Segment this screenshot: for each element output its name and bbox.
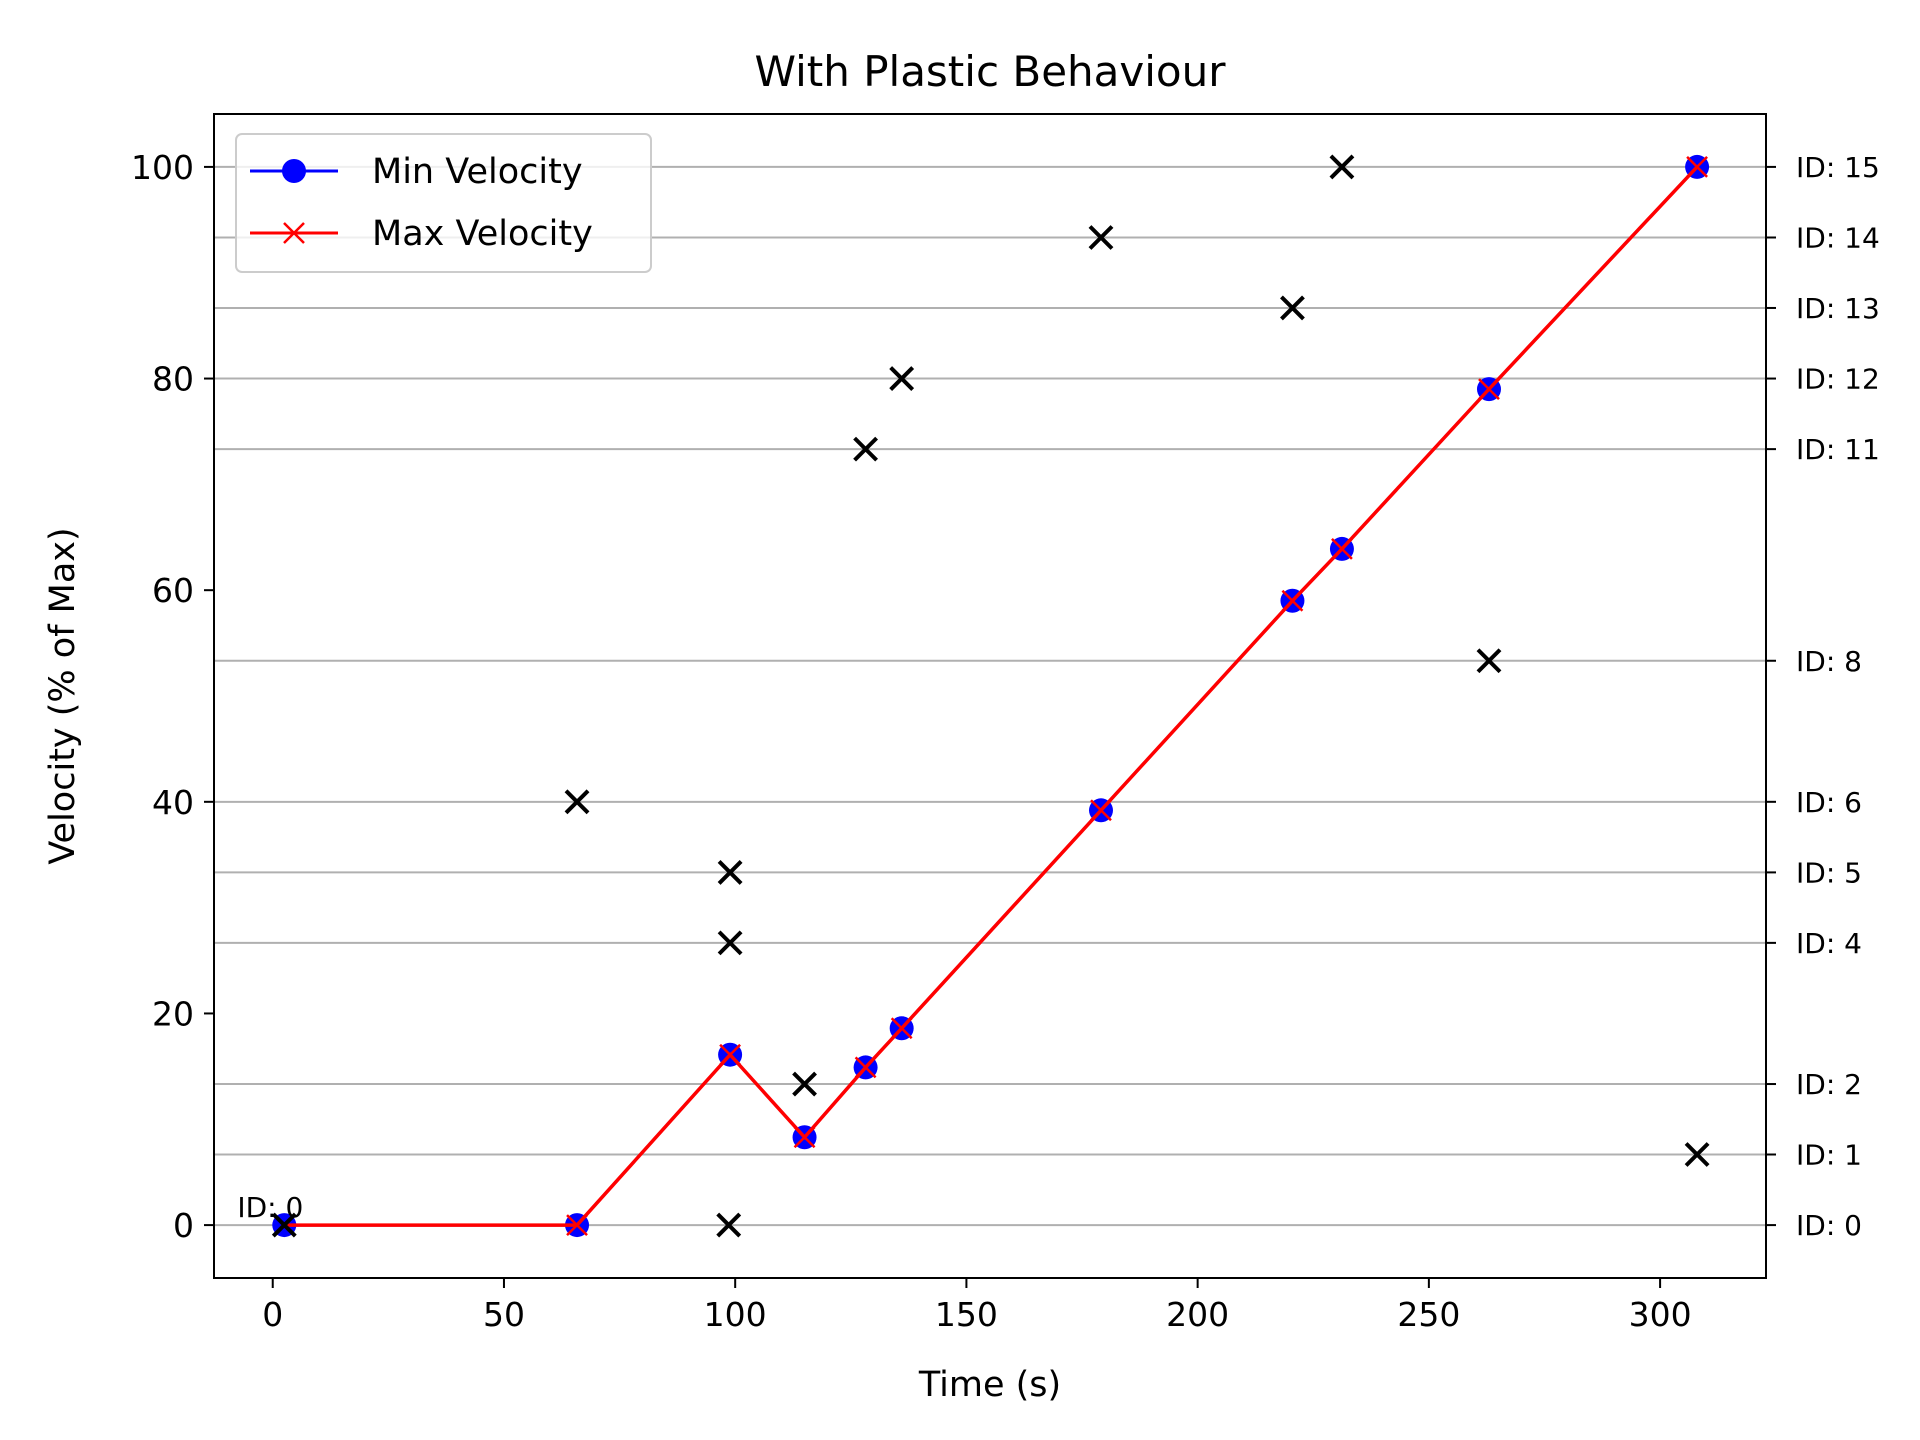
id-tick-label: ID: 14: [1796, 221, 1880, 254]
id-marker: [889, 366, 915, 391]
legend-box: [235, 133, 652, 273]
max-velocity-point: [1478, 378, 1500, 401]
y-axis-title: Velocity (% of Max): [43, 527, 83, 864]
max-velocity-point: [1686, 156, 1708, 178]
id-tick-label: ID: 2: [1796, 1068, 1862, 1101]
x-tick-label: 0: [262, 1295, 283, 1334]
legend-min-marker: [282, 159, 306, 183]
y-tick-label: 40: [152, 783, 194, 822]
x-tick-label: 200: [1166, 1295, 1229, 1334]
y-tick-label: 80: [152, 360, 194, 399]
id-tick-label: ID: 6: [1796, 786, 1862, 819]
id-tick-label: ID: 5: [1796, 856, 1862, 889]
id-tick-label: ID: 0: [1796, 1209, 1862, 1242]
id-tick-label: ID: 8: [1796, 645, 1862, 678]
id-tick-label: ID: 1: [1796, 1139, 1862, 1172]
chart-title: With Plastic Behaviour: [754, 47, 1226, 96]
id-tick-label: ID: 4: [1796, 927, 1862, 960]
id-marker: [1329, 154, 1355, 180]
y-axis: 0 20 40 60 80 100: [131, 148, 214, 1245]
max-velocity-point: [719, 1043, 741, 1066]
legend-max-marker: [283, 222, 305, 244]
id-tick-label: ID: 12: [1796, 363, 1880, 396]
id-tick-label: ID: 11: [1796, 433, 1880, 466]
max-velocity-point: [793, 1126, 816, 1149]
id-marker: [1280, 295, 1305, 321]
x-tick-label: 50: [483, 1295, 525, 1334]
id-annotation: ID: 0: [237, 1191, 303, 1224]
id-tick-label: ID: 13: [1796, 292, 1880, 325]
id-marker: [717, 930, 743, 956]
y-tick-label: 0: [173, 1206, 194, 1245]
id-marker: [792, 1071, 817, 1097]
max-velocity-point: [1090, 799, 1112, 822]
id-tick-label: ID: 15: [1796, 151, 1880, 184]
id-axis: ID: 0 ID: 1 ID: 2 ID: 4 ID: 5 ID: 6 ID: 8 ID: 1…: [1766, 151, 1880, 1242]
id-markers-layer: [271, 154, 1710, 1238]
x-axis: 0 50 100 150 200 250 300: [262, 1278, 1692, 1334]
id-marker: [564, 789, 590, 815]
id-marker: [717, 859, 743, 885]
x-axis-title: Time (s): [918, 1365, 1061, 1405]
x-tick-label: 100: [704, 1295, 767, 1334]
y-tick-label: 100: [131, 148, 194, 187]
legend-max-label: Max Velocity: [372, 214, 593, 254]
max-velocity-point: [854, 1056, 877, 1079]
plot-frame: [213, 113, 1767, 1279]
x-tick-label: 300: [1629, 1295, 1692, 1334]
id-marker: [853, 436, 879, 462]
x-tick-label: 150: [935, 1295, 998, 1334]
id-marker: [1684, 1142, 1710, 1167]
x-tick-label: 250: [1397, 1295, 1460, 1334]
max-velocity-point: [566, 1214, 588, 1236]
y-tick-label: 60: [152, 571, 194, 610]
legend: Min Velocity Max Velocity: [235, 133, 652, 273]
id-marker: [271, 1212, 297, 1238]
max-velocity-point: [890, 1017, 913, 1040]
y-tick-label: 20: [152, 994, 194, 1033]
grid-lines: [214, 165, 1766, 1227]
legend-min-label: Min Velocity: [372, 152, 583, 192]
id-marker: [716, 1212, 742, 1238]
max-velocity-point: [1331, 538, 1353, 560]
id-marker: [1088, 225, 1114, 250]
max-velocity-point: [1281, 589, 1304, 612]
id-marker: [1476, 648, 1502, 674]
